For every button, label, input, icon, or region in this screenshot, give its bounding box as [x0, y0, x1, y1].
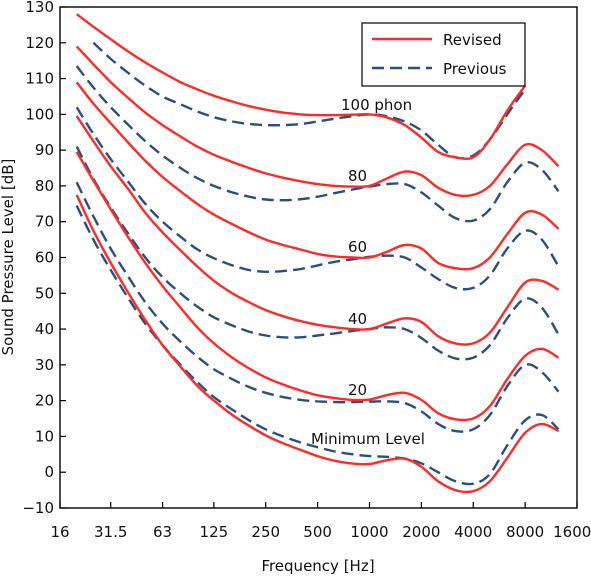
legend-box	[361, 22, 526, 87]
previous-curve-minimum-level	[75, 205, 560, 486]
revised-curve-20	[75, 151, 560, 422]
y-tick-label: 90	[35, 141, 54, 159]
legend: Revised Previous	[361, 22, 526, 87]
plot-frame	[59, 6, 578, 509]
legend-revised-label: Revised	[443, 31, 502, 49]
revised-curve-40	[75, 115, 560, 346]
revised-curve-80	[75, 45, 560, 198]
x-tick-label: 63	[153, 523, 172, 541]
y-tick-label: 0	[44, 463, 54, 481]
y-tick-label: 100	[25, 105, 54, 123]
y-tick-label: 70	[35, 213, 54, 231]
legend-previous-label: Previous	[443, 60, 507, 78]
y-tick-label: 20	[35, 392, 54, 410]
x-tick-label: 16000	[553, 523, 591, 541]
x-axis-label: Frequency [Hz]	[261, 557, 374, 575]
x-tick-label: 4000	[454, 523, 492, 541]
revised-curve-minimum-level	[75, 194, 560, 494]
y-tick-label: 60	[35, 249, 54, 267]
x-tick-label: 16	[50, 523, 69, 541]
annotation-40: 40	[348, 310, 367, 328]
y-tick-label: 110	[25, 70, 54, 88]
y-axis-label: Sound Pressure Level [dB]	[0, 159, 17, 356]
annotation-80: 80	[348, 167, 367, 185]
x-tick-label: 31.5	[94, 523, 127, 541]
y-tick-label: 30	[35, 356, 54, 374]
x-tick-label: 8000	[506, 523, 544, 541]
x-tick-label: 500	[303, 523, 332, 541]
y-tick-label: 120	[25, 34, 54, 52]
ticks-layer: 1631.563125250500100020004000800016000−1…	[22, 0, 591, 541]
x-tick-label: 125	[200, 523, 229, 541]
y-tick-label: −10	[22, 499, 54, 517]
curves-layer	[75, 13, 560, 494]
previous-curve-40	[75, 146, 560, 361]
revised-curve-60	[75, 81, 560, 271]
previous-curve-80	[75, 65, 560, 223]
x-tick-label: 250	[251, 523, 280, 541]
annotation-minimum-level: Minimum Level	[311, 430, 425, 448]
y-tick-label: 50	[35, 284, 54, 302]
x-tick-label: 2000	[402, 523, 440, 541]
y-tick-label: 80	[35, 177, 54, 195]
y-tick-label: 130	[25, 0, 54, 16]
annotation-60: 60	[348, 238, 367, 256]
annotation-20: 20	[348, 381, 367, 399]
previous-curve-20	[75, 181, 560, 433]
y-tick-label: 40	[35, 320, 54, 338]
annotations: 100 phon 80 60 40 20 Minimum Level	[311, 96, 425, 448]
annotation-100-phon: 100 phon	[341, 96, 412, 114]
x-tick-label: 1000	[350, 523, 388, 541]
revised-curve-100-phon	[76, 13, 527, 161]
previous-curve-60	[75, 106, 560, 291]
y-tick-label: 10	[35, 427, 54, 445]
